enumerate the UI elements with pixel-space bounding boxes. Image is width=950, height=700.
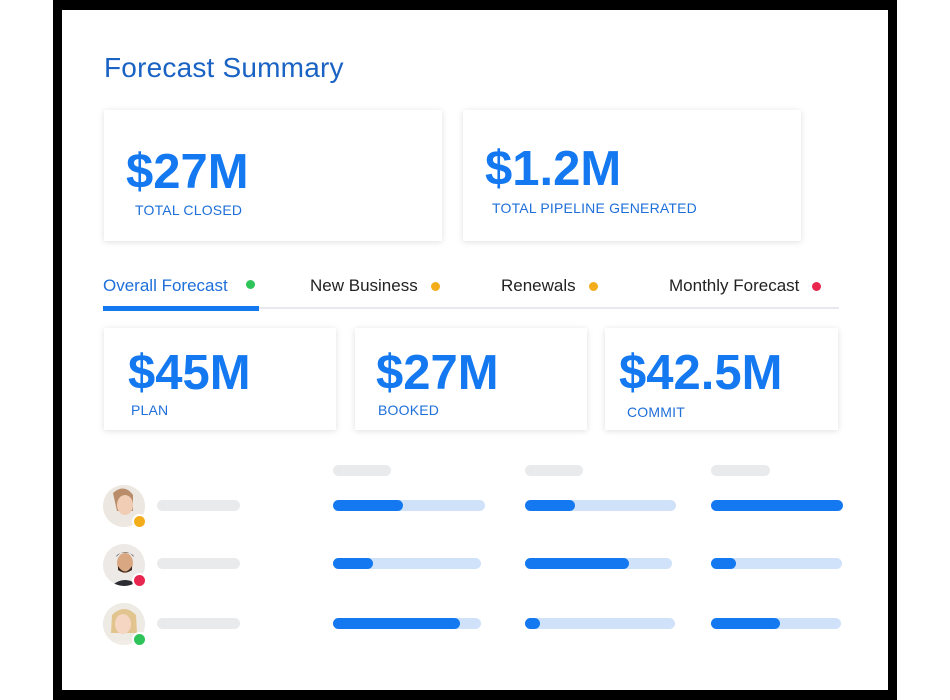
- progress-bar: [333, 500, 485, 511]
- progress-fill: [525, 500, 575, 511]
- tab-renewals[interactable]: Renewals: [501, 276, 598, 296]
- woman-avatar-icon: [103, 485, 145, 527]
- tab-divider: [103, 307, 839, 309]
- progress-bar: [333, 558, 481, 569]
- woman-avatar-icon[interactable]: [103, 485, 147, 529]
- progress-fill: [333, 618, 461, 629]
- name-placeholder: [157, 500, 240, 511]
- column-header-placeholder: [525, 465, 583, 476]
- booked-label: BOOKED: [378, 402, 440, 418]
- total-closed-card[interactable]: $27M TOTAL CLOSED: [104, 110, 442, 241]
- pipeline-value: $1.2M: [485, 142, 622, 196]
- tab-monthly-forecast[interactable]: Monthly Forecast: [669, 276, 822, 296]
- page-title: Forecast Summary: [104, 52, 344, 83]
- name-placeholder: [157, 618, 240, 629]
- progress-fill: [333, 500, 403, 511]
- status-dot-icon: [245, 279, 255, 289]
- status-dot-icon: [430, 281, 440, 291]
- pipeline-label: TOTAL PIPELINE GENERATED: [492, 200, 697, 216]
- column-header-placeholder: [711, 465, 770, 476]
- tab-label: New Business: [310, 276, 418, 295]
- man-avatar-icon[interactable]: [103, 544, 147, 588]
- total-closed-label: TOTAL CLOSED: [135, 202, 243, 218]
- commit-card[interactable]: $42.5M COMMIT: [605, 328, 838, 430]
- status-dot-icon: [132, 573, 147, 588]
- tab-label: Overall Forecast: [103, 276, 228, 295]
- commit-label: COMMIT: [627, 404, 685, 420]
- pipeline-card[interactable]: $1.2M TOTAL PIPELINE GENERATED: [463, 110, 801, 241]
- booked-card[interactable]: $27M BOOKED: [355, 328, 587, 430]
- progress-bar: [525, 558, 672, 569]
- progress-bar: [333, 618, 481, 629]
- progress-bar: [711, 558, 842, 569]
- plan-label: PLAN: [131, 402, 169, 418]
- tab-label: Monthly Forecast: [669, 276, 800, 295]
- progress-fill: [525, 618, 540, 629]
- name-placeholder: [157, 558, 240, 569]
- column-header-placeholder: [333, 465, 391, 476]
- commit-value: $42.5M: [619, 346, 783, 400]
- tab-label: Renewals: [501, 276, 576, 295]
- status-dot-icon: [132, 632, 147, 647]
- progress-bar: [525, 618, 675, 629]
- active-tab-indicator: [103, 306, 259, 311]
- booked-value: $27M: [376, 346, 499, 400]
- progress-fill: [711, 500, 843, 511]
- status-dot-icon: [132, 514, 147, 529]
- status-dot-icon: [588, 281, 598, 291]
- progress-bar: [525, 500, 676, 511]
- status-dot-icon: [812, 281, 822, 291]
- progress-fill: [333, 558, 373, 569]
- progress-fill: [711, 618, 780, 629]
- progress-fill: [711, 558, 736, 569]
- progress-bar: [711, 500, 843, 511]
- progress-fill: [525, 558, 630, 569]
- blonde-woman-avatar-icon[interactable]: [103, 603, 147, 647]
- total-closed-value: $27M: [126, 145, 249, 199]
- tab-new-business[interactable]: New Business: [310, 276, 440, 296]
- progress-bar: [711, 618, 841, 629]
- tab-overall-forecast[interactable]: Overall Forecast: [103, 276, 255, 296]
- plan-card[interactable]: $45M PLAN: [104, 328, 336, 430]
- plan-value: $45M: [128, 346, 251, 400]
